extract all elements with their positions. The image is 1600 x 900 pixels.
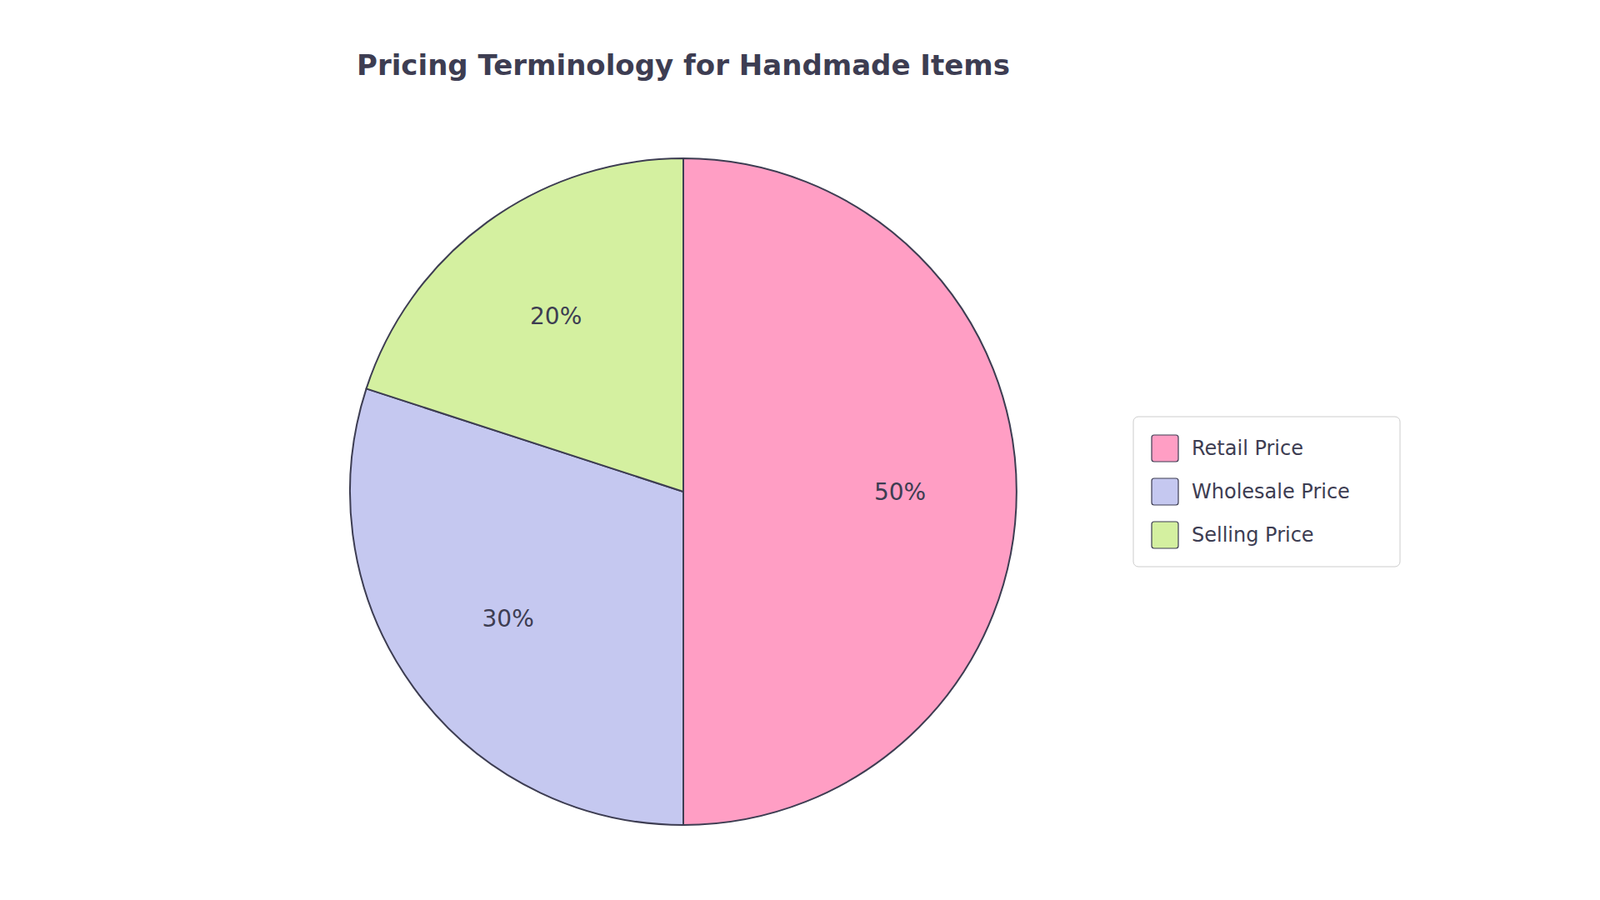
legend-swatch: [1151, 435, 1179, 462]
data-label: 30%: [482, 605, 535, 633]
chart-title: Pricing Terminology for Handmade Items: [356, 48, 1010, 82]
legend-swatch: [1151, 478, 1179, 505]
data-label: 20%: [530, 302, 582, 330]
pie-slice: [366, 158, 684, 492]
pie-wedges: [350, 158, 1017, 825]
legend: Retail Price Wholesale Price Selling Price: [1133, 416, 1400, 567]
data-label: 50%: [874, 478, 926, 506]
pie-labels: 50% 30% 20%: [482, 302, 927, 633]
legend-swatch: [1151, 521, 1179, 549]
pie-slice: [683, 158, 1017, 825]
legend-label: Wholesale Price: [1191, 480, 1350, 504]
background: [0, 0, 1600, 900]
chart-container: Pricing Terminology for Handmade Items 50…: [0, 0, 1600, 900]
legend-label: Selling Price: [1191, 523, 1315, 547]
legend-label: Retail Price: [1191, 436, 1304, 460]
legend-frame: [1133, 416, 1400, 567]
chart-svg: Pricing Terminology for Handmade Items 50…: [0, 0, 1600, 900]
